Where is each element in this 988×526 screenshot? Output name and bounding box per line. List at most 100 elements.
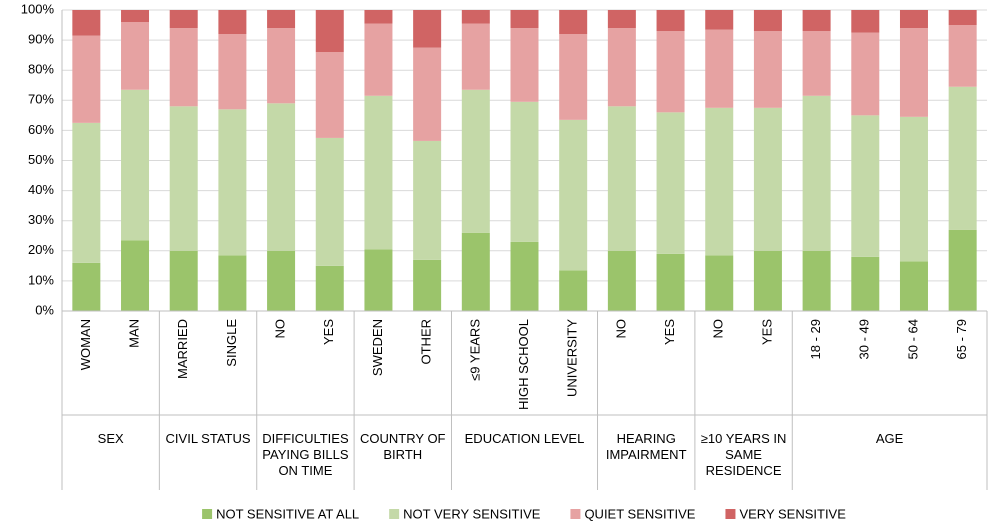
group-label: AGE	[875, 431, 904, 446]
x-tick-label: 65 - 79	[954, 319, 969, 359]
bar-segment	[413, 259, 442, 311]
bar-segment	[802, 31, 831, 96]
x-tick-label: NO	[711, 319, 726, 339]
x-tick-label: MARRIED	[175, 319, 190, 379]
bar-segment	[315, 265, 344, 311]
bar-segment	[899, 28, 928, 117]
bar-segment	[72, 35, 101, 123]
x-tick-label: OTHER	[419, 319, 434, 365]
group-label: DIFFICULTIES PAYING BILLS ON TIME	[262, 431, 349, 478]
bar-segment	[559, 119, 588, 271]
bar-segment	[413, 47, 442, 141]
bar-segment	[851, 32, 880, 116]
x-tick-label: WOMAN	[78, 319, 93, 370]
bar-segment	[851, 115, 880, 257]
legend-label: VERY SENSITIVE	[739, 506, 846, 521]
y-tick-label: 50%	[28, 152, 54, 167]
bar-segment	[802, 250, 831, 311]
bar-segment	[559, 34, 588, 120]
bar-segment	[559, 10, 588, 35]
x-tick-label: SWEDEN	[370, 319, 385, 376]
bar-segment	[121, 22, 150, 90]
bar-segment	[705, 10, 734, 30]
bar-segment	[705, 29, 734, 108]
x-tick-label: 18 - 29	[808, 319, 823, 359]
bar-segment	[753, 107, 782, 251]
bar-segment	[72, 262, 101, 311]
bar-segment	[267, 250, 296, 311]
legend-swatch	[389, 509, 400, 519]
bar-segment	[72, 10, 101, 36]
bar-segment	[413, 10, 442, 48]
group-label: SEX	[97, 431, 124, 446]
bar-segment	[948, 25, 977, 87]
bar-segment	[267, 28, 296, 104]
bar-segment	[607, 250, 636, 311]
x-tick-label: NO	[273, 319, 288, 339]
bar-segment	[753, 31, 782, 108]
bar-segment	[461, 89, 490, 233]
group-label: CIVIL STATUS	[165, 431, 251, 446]
bar-segment	[461, 10, 490, 24]
bar-segment	[413, 140, 442, 260]
legend-swatch	[725, 509, 736, 519]
bar-segment	[169, 250, 198, 311]
bar-segment	[656, 10, 685, 32]
bar-segment	[315, 52, 344, 138]
group-label: EDUCATION LEVEL	[464, 431, 585, 446]
bar-segment	[753, 250, 782, 311]
bar-segment	[121, 10, 150, 23]
x-tick-label: 50 - 64	[905, 319, 920, 359]
bar-segment	[169, 10, 198, 29]
bar-segment	[364, 10, 393, 24]
bar-segment	[656, 31, 685, 113]
bar-segment	[267, 10, 296, 29]
bar-segment	[267, 103, 296, 251]
bar-segment	[315, 137, 344, 266]
bar-segment	[802, 95, 831, 251]
group-label: COUNTRY OF BIRTH	[360, 431, 446, 462]
x-tick-label: 30 - 49	[857, 319, 872, 359]
bar-segment	[607, 28, 636, 107]
bar-segment	[656, 253, 685, 311]
bar-segment	[461, 232, 490, 311]
bar-segment	[851, 10, 880, 33]
bar-segment	[607, 10, 636, 29]
bar-segment	[364, 249, 393, 311]
x-tick-label: MAN	[126, 319, 141, 348]
bar-segment	[948, 10, 977, 26]
group-label: HEARING IMPAIRMENT	[605, 431, 687, 462]
y-tick-label: 90%	[28, 32, 54, 47]
bar-segment	[169, 106, 198, 251]
y-tick-label: 10%	[28, 272, 54, 287]
bar-segment	[364, 95, 393, 250]
bar-segment	[218, 34, 247, 110]
group-label: ≥10 YEARS IN SAME RESIDENCE	[700, 431, 787, 478]
bar-segment	[510, 241, 539, 311]
bar-segment	[72, 122, 101, 263]
legend-label: NOT VERY SENSITIVE	[403, 506, 541, 521]
x-tick-label: YES	[662, 319, 677, 345]
bar-segment	[510, 101, 539, 242]
y-tick-label: 40%	[28, 182, 54, 197]
y-tick-label: 20%	[28, 242, 54, 257]
x-tick-label: HIGH SCHOOL	[516, 319, 531, 410]
y-tick-label: 70%	[28, 92, 54, 107]
legend-label: QUIET SENSITIVE	[584, 506, 695, 521]
bar-segment	[315, 10, 344, 53]
y-tick-label: 0%	[35, 302, 54, 317]
legend-swatch	[570, 509, 581, 519]
bar-segment	[510, 10, 539, 29]
y-tick-label: 100%	[21, 1, 55, 16]
bar-segment	[510, 28, 539, 102]
x-tick-label: SINGLE	[224, 319, 239, 367]
bar-segment	[218, 109, 247, 256]
x-tick-label: YES	[759, 319, 774, 345]
bar-segment	[121, 89, 150, 241]
y-tick-label: 60%	[28, 122, 54, 137]
bar-segment	[948, 229, 977, 311]
legend-swatch	[202, 509, 213, 519]
bar-segment	[705, 255, 734, 311]
bar-segment	[121, 240, 150, 311]
